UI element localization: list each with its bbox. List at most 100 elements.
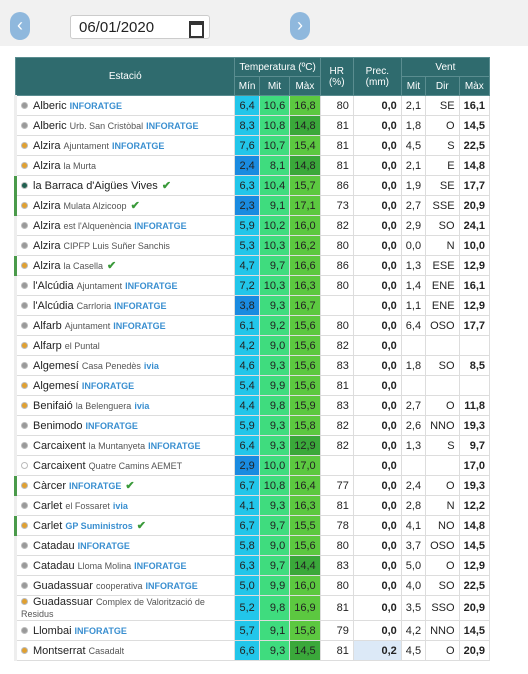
value-cell: 1,3	[400, 435, 427, 456]
value-cell: 5,4	[234, 375, 260, 396]
network-badge: INFORATGE	[148, 440, 201, 451]
station-row: Alzira la Murta 2,4 8,1 14,8 81 0,0 2,1 E 14,8	[13, 155, 491, 176]
value-cell: 0,0	[352, 455, 402, 476]
station-cell: Catadau Lloma Molina INFORATGE	[13, 555, 236, 576]
value-cell: 0,0	[352, 375, 402, 396]
station-name: Alberic	[33, 99, 67, 112]
value-cell: 1,3	[400, 255, 427, 276]
station-row: Alzira Ajuntament INFORATGE 7,6 10,7 15,4 81 0,…	[13, 135, 491, 156]
station-name: Algemesí	[33, 379, 79, 392]
header: Vent	[400, 57, 491, 77]
station-place: la Casella	[63, 261, 104, 271]
station-name: Catadau	[33, 559, 75, 572]
value-cell: 1,1	[400, 295, 427, 316]
value-cell: 2,4	[234, 155, 260, 176]
value-cell: 9,0	[258, 335, 291, 356]
value-cell: 0,0	[352, 175, 402, 196]
value-cell: 82	[319, 335, 354, 356]
check-icon: ✔	[136, 520, 146, 532]
value-cell: 9,8	[258, 595, 291, 621]
network-badge: INFORATGE	[112, 140, 165, 151]
value-cell: 6,7	[234, 475, 260, 496]
value-cell: NO	[425, 515, 460, 536]
value-cell: 81	[319, 595, 354, 621]
value-cell	[425, 455, 460, 476]
value-cell: 81	[319, 640, 354, 661]
value-cell: 16,0	[289, 215, 321, 236]
prev-day[interactable]: ‹	[10, 12, 30, 40]
value-cell: 0,0	[352, 515, 402, 536]
value-cell: 17,1	[289, 195, 321, 216]
value-cell: 1,4	[400, 275, 427, 296]
header: Prec. (mm)	[352, 57, 402, 96]
value-cell: SSE	[425, 195, 460, 216]
status-dot	[21, 561, 28, 569]
value-cell: 14,8	[289, 115, 321, 136]
value-cell: 0,0	[352, 555, 402, 576]
station-row: Benifaió la Belenguera ivia 4,4 9,8 15,9 83 0,0…	[13, 395, 491, 416]
station-row: Guadassuar cooperativa INFORATGE 5,0 9,9 16,0…	[13, 575, 491, 596]
value-cell: 5,0	[234, 575, 260, 596]
value-cell: 16,0	[289, 575, 321, 596]
value-cell: 9,7	[258, 255, 291, 276]
value-cell: 82	[319, 215, 354, 236]
value-cell: 0,0	[352, 215, 402, 236]
value-cell: 2,9	[234, 455, 260, 476]
network-badge: INFORATGE	[134, 560, 187, 571]
value-cell: 1,9	[400, 175, 427, 196]
value-cell: 2,7	[400, 395, 427, 416]
station-place: est l'Alquenència	[63, 220, 132, 231]
value-cell: 0,0	[352, 195, 402, 216]
value-cell: 2,3	[234, 195, 260, 216]
calendar-icon[interactable]	[189, 21, 204, 38]
value-cell: NNO	[425, 620, 460, 641]
station-row: Llombai INFORATGE 5,7 9,1 15,8 79 0,0 4,2 NNO 14,…	[13, 620, 491, 641]
value-cell: ENE	[425, 275, 460, 296]
header: HR (%)	[319, 57, 354, 96]
value-cell: 9,7	[258, 515, 291, 536]
value-cell: 10,0	[258, 455, 291, 476]
station-place: la Murta	[63, 160, 97, 171]
value-cell: 10,3	[258, 235, 291, 256]
value-cell: 6,3	[234, 175, 260, 196]
next-day[interactable]: ›	[290, 12, 310, 40]
date-input[interactable]: 06/01/2020	[70, 15, 210, 39]
station-place: Complex de Valorització de Residus	[21, 597, 205, 619]
value-cell: 77	[319, 475, 354, 496]
value-cell: 0,0	[352, 495, 402, 516]
value-cell: 2,7	[400, 195, 427, 216]
value-cell: 80	[319, 275, 354, 296]
station-row: Alzira est l'Alquenència INFORATGE 5,9 10,2 1…	[13, 215, 491, 236]
station-cell: l'Alcúdia Ajuntament INFORATGE	[13, 275, 236, 296]
status-dot	[21, 182, 28, 189]
station-place: Carrloria	[76, 300, 112, 311]
value-cell: 82	[319, 435, 354, 456]
value-cell: 20,9	[458, 595, 491, 621]
value-cell: 20,9	[458, 195, 491, 216]
check-icon: ✔	[161, 180, 172, 192]
value-cell: 9,3	[258, 355, 291, 376]
value-cell: N	[425, 495, 460, 516]
value-cell: 4,5	[400, 135, 427, 156]
value-cell: 10,7	[258, 135, 291, 156]
station-name: Alzira	[33, 200, 61, 212]
value-cell: 12,9	[289, 435, 321, 456]
value-cell: 9,3	[258, 415, 291, 436]
station-place: el Fossaret	[65, 500, 110, 511]
value-cell: 0,0	[352, 355, 402, 376]
value-cell: 19,3	[458, 415, 491, 436]
station-cell: Alberic INFORATGE	[13, 95, 236, 116]
value-cell: 6,6	[234, 640, 260, 661]
station-place: cooperativa	[95, 580, 143, 591]
value-cell: 15,4	[289, 135, 321, 156]
value-cell	[400, 335, 427, 356]
value-cell: 2,9	[400, 215, 427, 236]
value-cell: 14,5	[458, 115, 491, 136]
value-cell: 10,2	[258, 215, 291, 236]
value-cell	[400, 455, 427, 476]
value-cell	[319, 455, 354, 476]
station-row: Alzira CIPFP Luis Suñer Sanchis 5,3 10,3 16,…	[13, 235, 491, 256]
value-cell: 17,7	[458, 175, 491, 196]
network-badge: ivia	[134, 400, 150, 411]
value-cell	[458, 375, 491, 396]
